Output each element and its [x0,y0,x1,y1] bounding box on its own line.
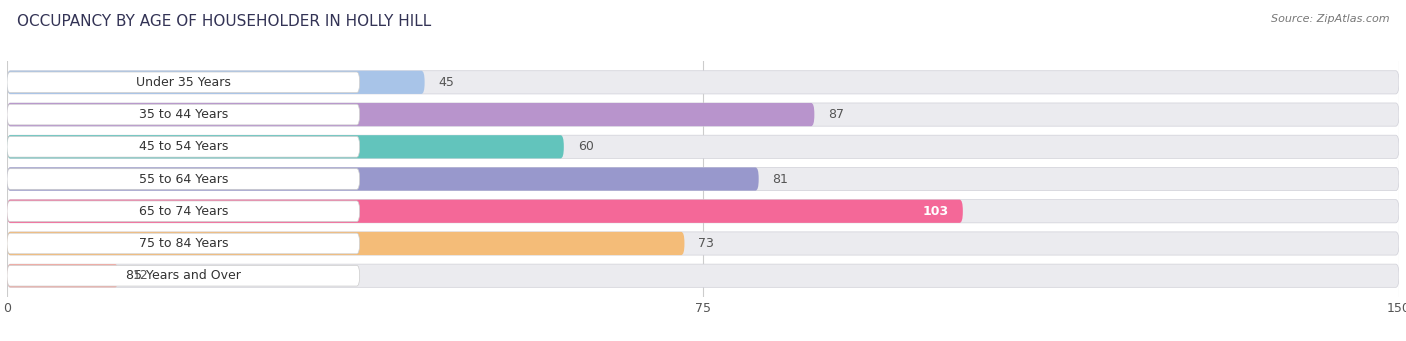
Text: Under 35 Years: Under 35 Years [136,76,231,89]
Text: 45: 45 [439,76,454,89]
Text: 55 to 64 Years: 55 to 64 Years [139,173,228,186]
Text: Source: ZipAtlas.com: Source: ZipAtlas.com [1271,14,1389,24]
Text: 12: 12 [132,269,148,282]
Text: 75 to 84 Years: 75 to 84 Years [139,237,228,250]
Text: 45 to 54 Years: 45 to 54 Years [139,140,228,153]
FancyBboxPatch shape [7,71,1399,94]
Text: 35 to 44 Years: 35 to 44 Years [139,108,228,121]
FancyBboxPatch shape [7,264,1399,287]
FancyBboxPatch shape [7,135,564,159]
FancyBboxPatch shape [7,103,1399,126]
Text: 65 to 74 Years: 65 to 74 Years [139,205,228,218]
Text: 85 Years and Over: 85 Years and Over [127,269,240,282]
FancyBboxPatch shape [7,167,1399,191]
FancyBboxPatch shape [7,136,360,157]
Text: 87: 87 [828,108,844,121]
FancyBboxPatch shape [7,233,360,254]
FancyBboxPatch shape [7,72,360,93]
FancyBboxPatch shape [7,199,1399,223]
Text: 60: 60 [578,140,593,153]
FancyBboxPatch shape [7,201,360,222]
FancyBboxPatch shape [7,104,360,125]
FancyBboxPatch shape [7,264,118,287]
Text: OCCUPANCY BY AGE OF HOUSEHOLDER IN HOLLY HILL: OCCUPANCY BY AGE OF HOUSEHOLDER IN HOLLY… [17,14,432,29]
FancyBboxPatch shape [7,232,1399,255]
FancyBboxPatch shape [7,167,759,191]
FancyBboxPatch shape [7,71,425,94]
FancyBboxPatch shape [7,232,685,255]
FancyBboxPatch shape [7,135,1399,159]
FancyBboxPatch shape [7,169,360,189]
FancyBboxPatch shape [7,199,963,223]
FancyBboxPatch shape [7,103,814,126]
Text: 103: 103 [922,205,949,218]
FancyBboxPatch shape [7,265,360,286]
Text: 81: 81 [773,173,789,186]
Text: 73: 73 [699,237,714,250]
